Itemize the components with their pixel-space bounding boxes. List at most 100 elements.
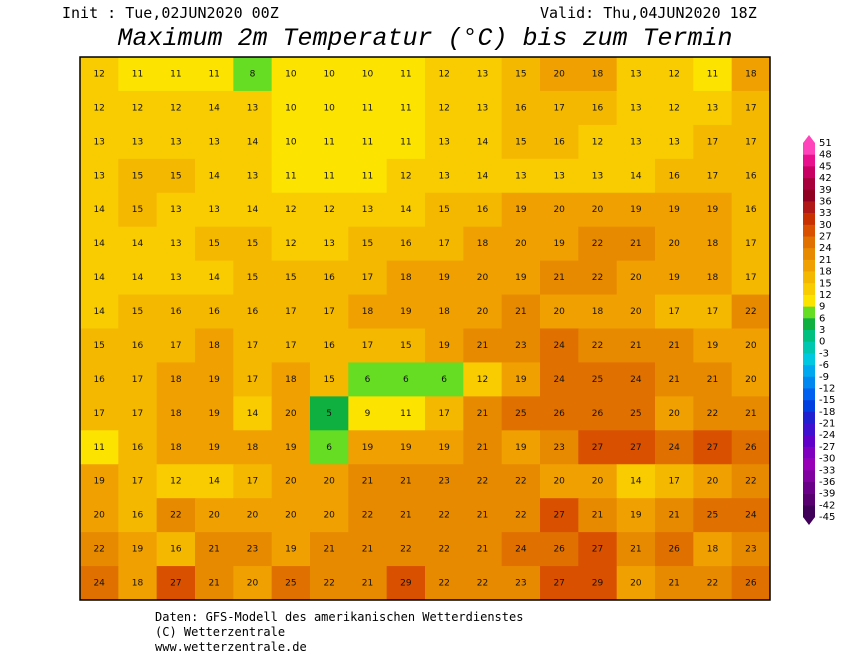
temperature-value: 16 xyxy=(745,205,757,215)
temperature-cell xyxy=(693,124,733,160)
temperature-cell xyxy=(655,124,694,160)
temperature-value: 13 xyxy=(208,205,219,215)
temperature-value: 15 xyxy=(515,137,526,147)
colorbar-segment xyxy=(803,470,815,483)
temperature-cell xyxy=(233,260,273,296)
temperature-cell xyxy=(655,396,694,431)
temperature-cell xyxy=(118,498,158,533)
temperature-value: 17 xyxy=(362,341,373,351)
temperature-value: 12 xyxy=(438,103,449,113)
temperature-value: 25 xyxy=(515,409,526,419)
temperature-cell xyxy=(195,260,234,296)
temperature-value: 11 xyxy=(362,103,373,113)
temperature-value: 17 xyxy=(668,477,679,487)
temperature-value: 25 xyxy=(285,579,296,589)
temperature-value: 13 xyxy=(170,273,181,283)
temperature-cell xyxy=(348,192,388,228)
temperature-value: 19 xyxy=(400,443,412,453)
temperature-value: 14 xyxy=(132,239,144,249)
temperature-value: 20 xyxy=(592,477,604,487)
temperature-cell xyxy=(310,226,349,262)
temperature-value: 11 xyxy=(400,409,411,419)
colorbar-label: 42 xyxy=(819,173,832,184)
temperature-cell xyxy=(616,260,656,296)
colorbar-label: 45 xyxy=(819,161,832,172)
temperature-value: 16 xyxy=(93,375,105,385)
colorbar-label: -24 xyxy=(819,430,835,441)
temperature-cell xyxy=(616,498,656,533)
temperature-cell xyxy=(80,124,119,160)
temperature-value: 14 xyxy=(132,273,144,283)
temperature-value: 10 xyxy=(285,103,297,113)
temperature-value: 25 xyxy=(592,375,603,385)
temperature-value: 18 xyxy=(438,307,450,317)
temperature-cell xyxy=(310,362,349,397)
temperature-value: 20 xyxy=(515,239,527,249)
colorbar-segment xyxy=(803,178,815,191)
temperature-value: 21 xyxy=(668,579,679,589)
temperature-value: 13 xyxy=(93,137,104,147)
temperature-value: 26 xyxy=(745,443,757,453)
temperature-value: 5 xyxy=(326,409,332,419)
colorbar-label: 39 xyxy=(819,185,832,196)
temperature-cell xyxy=(233,124,273,160)
temperature-value: 11 xyxy=(362,171,373,181)
temperature-value: 27 xyxy=(592,545,603,555)
temperature-value: 16 xyxy=(132,341,144,351)
temperature-cell xyxy=(310,158,349,194)
temperature-value: 10 xyxy=(285,69,297,79)
colorbar-top-arrow xyxy=(803,135,815,143)
temperature-value: 16 xyxy=(477,205,489,215)
temperature-cell xyxy=(616,124,656,160)
temperature-value: 10 xyxy=(323,69,335,79)
colorbar-segment xyxy=(803,259,815,272)
temperature-value: 16 xyxy=(515,103,527,113)
temperature-cell xyxy=(195,57,234,92)
temperature-value: 18 xyxy=(707,273,719,283)
temperature-cell xyxy=(195,362,234,397)
temperature-value: 19 xyxy=(515,375,527,385)
temperature-cell xyxy=(271,226,311,262)
temperature-cell xyxy=(540,430,579,465)
temperature-value: 20 xyxy=(553,477,565,487)
init-label: Init : Tue,02JUN2020 00Z xyxy=(62,4,279,22)
temperature-value: 13 xyxy=(668,137,679,147)
temperature-value: 14 xyxy=(247,409,259,419)
colorbar-segment xyxy=(803,318,815,331)
temperature-cell xyxy=(348,90,388,126)
colorbar-label: -36 xyxy=(819,477,835,488)
temperature-cell xyxy=(578,532,618,567)
temperature-value: 19 xyxy=(668,273,680,283)
temperature-cell xyxy=(271,362,311,397)
temperature-cell xyxy=(616,566,656,601)
temperature-cell xyxy=(118,90,158,126)
temperature-cell xyxy=(310,430,349,465)
temperature-value: 19 xyxy=(438,443,450,453)
temperature-value: 13 xyxy=(438,137,449,147)
temperature-value: 20 xyxy=(745,341,757,351)
temperature-value: 12 xyxy=(323,205,334,215)
temperature-cell xyxy=(693,362,733,397)
temperature-value: 17 xyxy=(247,477,258,487)
temperature-cell xyxy=(118,566,158,601)
temperature-cell xyxy=(501,362,541,397)
temperature-cell xyxy=(233,90,273,126)
temperature-cell xyxy=(271,532,311,567)
temperature-cell xyxy=(501,498,541,533)
temperature-cell xyxy=(118,532,158,567)
temperature-value: 11 xyxy=(170,69,181,79)
temperature-cell xyxy=(195,90,234,126)
temperature-value: 20 xyxy=(247,579,259,589)
temperature-cell xyxy=(386,158,426,194)
temperature-cell xyxy=(425,192,464,228)
temperature-cell xyxy=(616,396,656,431)
temperature-cell xyxy=(578,260,618,296)
temperature-value: 19 xyxy=(93,477,105,487)
temperature-value: 27 xyxy=(630,443,641,453)
colorbar-segment xyxy=(803,353,815,366)
temperature-value: 22 xyxy=(438,511,449,521)
temperature-value: 13 xyxy=(170,239,181,249)
temperature-cell xyxy=(425,226,464,262)
temperature-value: 11 xyxy=(323,137,334,147)
temperature-value: 15 xyxy=(132,171,143,181)
